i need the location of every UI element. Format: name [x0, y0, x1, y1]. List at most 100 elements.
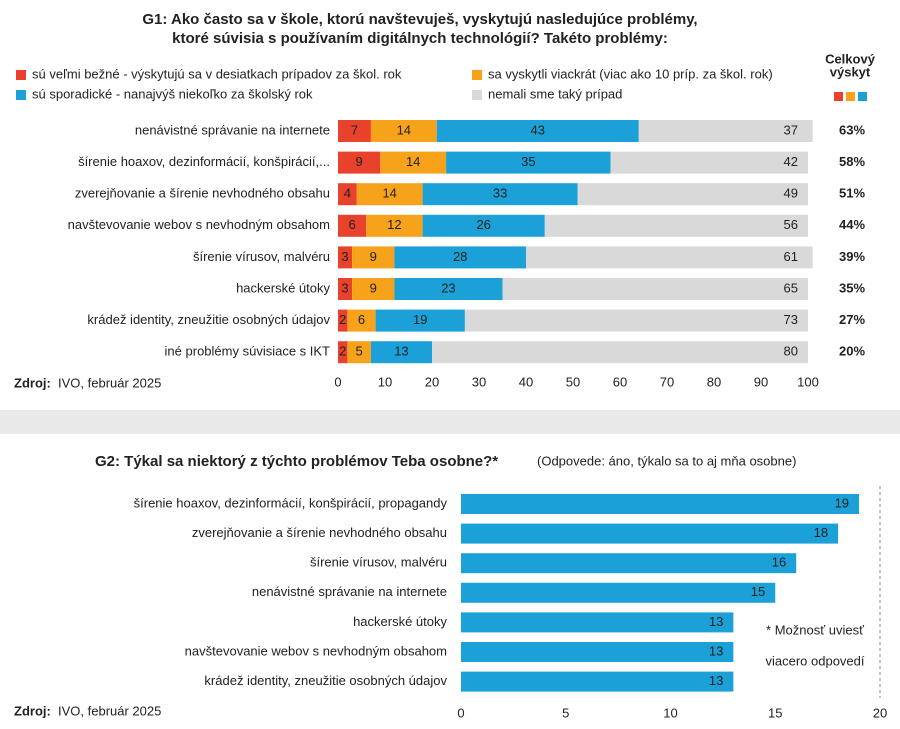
legend-swatch — [472, 90, 482, 100]
legend-label: sa vyskytli viackrát (viac ako 10 príp. … — [488, 66, 773, 81]
bar-segment — [464, 309, 808, 332]
source-text: IVO, február 2025 — [58, 375, 161, 390]
bar — [461, 671, 734, 692]
value-label: 19 — [835, 495, 849, 510]
chart-title: ktoré súvisia s používaním digitálnych t… — [172, 30, 668, 47]
category-label: iné problémy súvisiace s IKT — [165, 344, 331, 359]
totals-swatch — [858, 92, 867, 101]
value-label: 43 — [531, 122, 545, 137]
bar-segment — [436, 120, 639, 142]
value-label: 12 — [387, 217, 401, 232]
value-label: 9 — [370, 280, 377, 295]
bar-segment — [422, 183, 578, 206]
bar — [461, 523, 839, 544]
value-label: 2 — [339, 344, 346, 359]
bar-segment — [338, 120, 371, 142]
x-tick-label: 20 — [425, 374, 439, 389]
totals-swatch — [846, 92, 855, 101]
x-tick-label: 50 — [566, 374, 580, 389]
value-label: 14 — [382, 186, 396, 201]
bar-segment — [610, 151, 808, 174]
value-label: 6 — [358, 312, 365, 327]
value-label: 13 — [709, 614, 723, 629]
x-tick-label: 15 — [768, 705, 782, 720]
bar-segment — [502, 278, 808, 300]
value-label: 5 — [356, 344, 363, 359]
bar-segment — [380, 151, 447, 174]
value-label: 61 — [784, 249, 798, 264]
legend-swatch — [472, 70, 482, 80]
bar-segment — [338, 309, 348, 332]
category-label: nenávistné správanie na internete — [135, 122, 330, 137]
category-label: navštevovanie webov s nevhodným obsahom — [68, 217, 330, 232]
category-label: šírenie vírusov, malvéru — [193, 249, 330, 264]
x-tick-label: 60 — [613, 374, 627, 389]
bar-segment — [356, 183, 423, 206]
bar-segment — [375, 309, 465, 332]
legend-label: nemali sme taký prípad — [488, 86, 622, 101]
divider — [0, 410, 900, 434]
bar-segment — [338, 183, 357, 206]
total-label: 44% — [839, 217, 865, 232]
note: * Možnosť uviesť — [766, 622, 864, 637]
bar-segment — [394, 278, 503, 300]
bar-segment — [338, 278, 353, 300]
bar-segment — [394, 246, 526, 269]
value-label: 35 — [521, 154, 535, 169]
x-tick-label: 90 — [754, 374, 768, 389]
x-tick-label: 5 — [562, 705, 569, 720]
value-label: 28 — [453, 249, 467, 264]
total-label: 39% — [839, 249, 865, 264]
bar — [461, 494, 860, 514]
value-label: 14 — [406, 154, 420, 169]
totals-swatch — [834, 92, 843, 101]
category-label: šírenie vírusov, malvéru — [310, 555, 447, 570]
value-label: 80 — [784, 344, 798, 359]
value-label: 2 — [339, 312, 346, 327]
bar — [461, 642, 734, 662]
value-label: 65 — [784, 280, 798, 295]
value-label: 13 — [709, 673, 723, 688]
category-label: šírenie hoaxov, dezinformácií, konšpirác… — [134, 495, 448, 510]
chart-title: G2: Týkal sa niektorý z týchto problémov… — [95, 453, 498, 470]
value-label: 9 — [356, 154, 363, 169]
value-label: 73 — [784, 312, 798, 327]
note: viacero odpovedí — [765, 653, 864, 668]
bar — [461, 553, 797, 574]
value-label: 26 — [476, 217, 490, 232]
value-label: 13 — [394, 344, 408, 359]
category-label: krádež identity, zneužitie osobných údaj… — [87, 312, 330, 327]
bar-segment — [526, 246, 813, 269]
bar — [461, 582, 776, 603]
total-label: 51% — [839, 186, 865, 201]
legend-swatch — [16, 90, 26, 100]
bar-segment — [422, 214, 545, 237]
category-label: hackerské útoky — [353, 614, 447, 629]
value-label: 13 — [709, 643, 723, 658]
source-label: Zdroj: — [14, 375, 51, 390]
chart-subtitle: (Odpovede: áno, týkalo sa to aj mňa osob… — [537, 453, 796, 468]
value-label: 23 — [441, 280, 455, 295]
total-label: 20% — [839, 344, 865, 359]
bar — [461, 612, 734, 633]
total-label: 27% — [839, 312, 865, 327]
chart-title: G1: Ako často sa v škole, ktorú navštevu… — [142, 11, 697, 28]
x-tick-label: 70 — [660, 374, 674, 389]
bar-segment — [347, 309, 376, 332]
category-label: zverejňovanie a šírenie nevhodného obsah… — [192, 525, 447, 540]
value-label: 6 — [348, 217, 355, 232]
bar-segment — [338, 151, 381, 174]
source-label: Zdroj: — [14, 703, 51, 718]
x-tick-label: 10 — [378, 374, 392, 389]
value-label: 7 — [351, 122, 358, 137]
total-label: 58% — [839, 154, 865, 169]
value-label: 15 — [751, 584, 765, 599]
bar-segment — [352, 246, 395, 269]
bar-segment — [338, 341, 348, 364]
x-tick-label: 0 — [457, 705, 464, 720]
x-tick-label: 80 — [707, 374, 721, 389]
x-tick-label: 30 — [472, 374, 486, 389]
category-label: navštevovanie webov s nevhodným obsahom — [185, 643, 447, 658]
value-label: 4 — [344, 186, 351, 201]
